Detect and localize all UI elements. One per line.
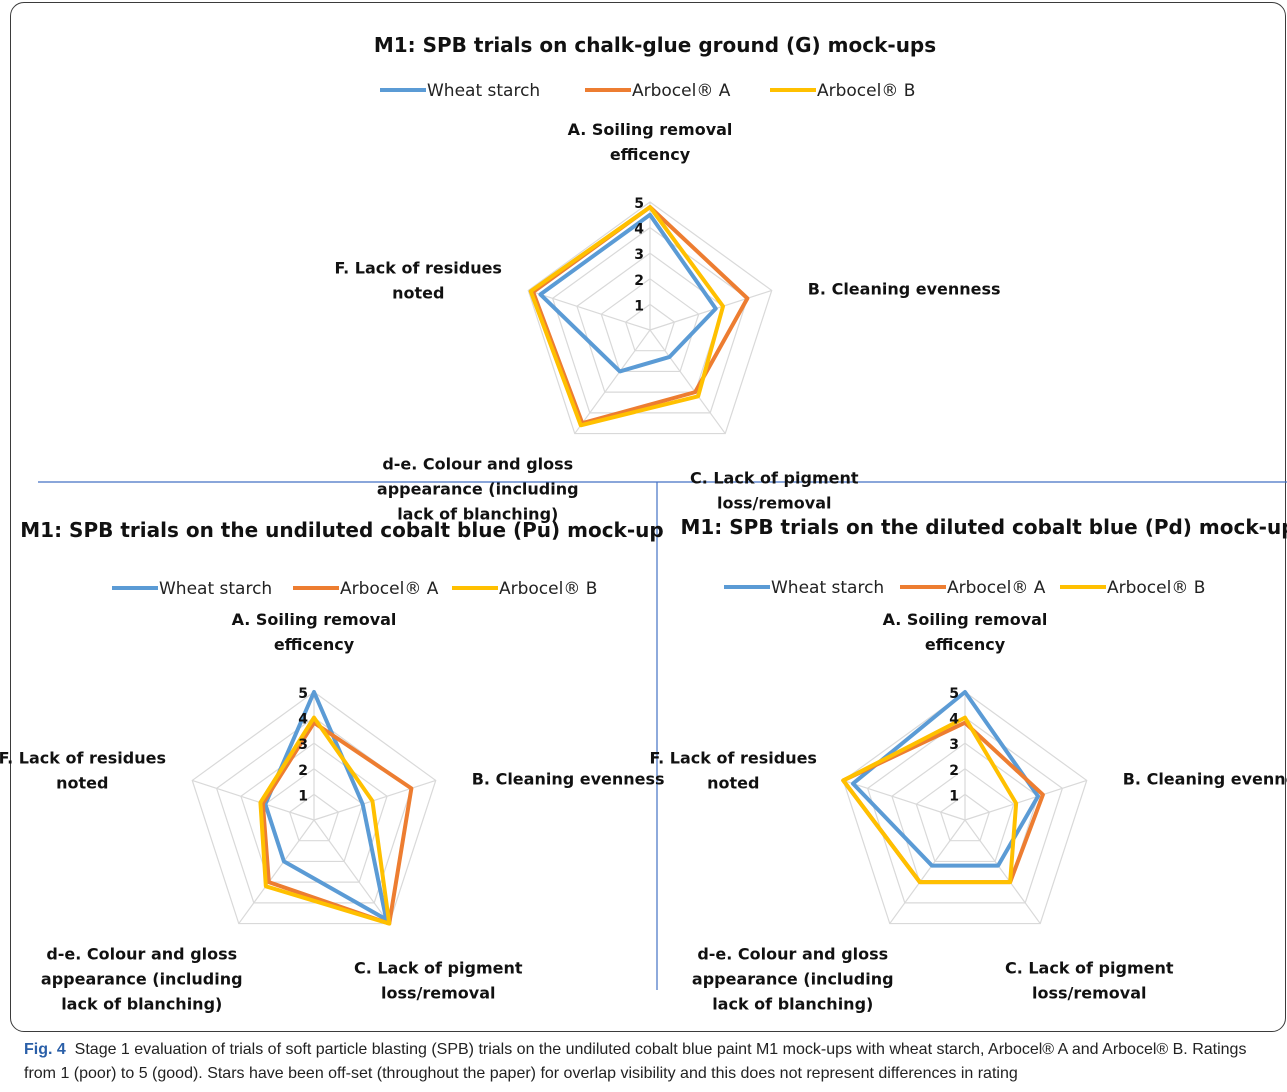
radar-charts: M1: SPB trials on chalk-glue ground (G) …: [0, 33, 1287, 1014]
tick-label: 4: [634, 222, 644, 238]
axis-label: C. Lack of pigment loss/removal: [354, 959, 523, 1003]
grid-ring: [866, 716, 1064, 904]
grid-ring: [551, 226, 749, 414]
axis-label: F. Lack of residues noted: [335, 258, 502, 302]
grid-ring: [600, 278, 700, 373]
legend-entry: Arbocel® A: [340, 579, 439, 599]
grid-ring: [191, 691, 437, 925]
axis-label: A. Soiling removal efficency: [883, 610, 1048, 654]
axis-label: B. Cleaning evenness: [808, 279, 1001, 298]
grid-ring: [288, 793, 340, 842]
grid-spoke: [649, 289, 772, 331]
grid-ring: [939, 793, 991, 842]
legend-entry: Arbocel® B: [499, 579, 597, 599]
axis-label: B. Cleaning evenness: [472, 769, 665, 788]
radar-chart-3: M1: SPB trials on the diluted cobalt blu…: [650, 515, 1287, 1014]
axis-label: d-e. Colour and gloss appearance (includi…: [377, 455, 579, 524]
grid-ring: [915, 768, 1015, 863]
series-line: [841, 715, 1019, 885]
tick-label: 5: [949, 686, 959, 702]
grid-spoke: [843, 779, 966, 821]
grid-spoke: [889, 819, 966, 924]
tick-label: 1: [949, 788, 959, 804]
grid-spoke: [192, 779, 315, 821]
legend-entry: Wheat starch: [771, 578, 884, 598]
grid-spoke: [964, 819, 1041, 924]
tick-label: 2: [634, 273, 644, 289]
grid-ring: [624, 303, 676, 352]
series-line: [538, 212, 718, 374]
radar-chart-1: M1: SPB trials on chalk-glue ground (G) …: [335, 33, 1001, 524]
grid-ring: [576, 252, 724, 393]
tick-label: 1: [634, 298, 644, 314]
grid-ring: [240, 742, 388, 883]
axis-label: C. Lack of pigment loss/removal: [690, 469, 859, 513]
grid-spoke: [574, 329, 651, 434]
axis-label: B. Cleaning evenness: [1123, 769, 1287, 788]
axis-label: F. Lack of residues noted: [0, 748, 166, 792]
tick-label: 4: [949, 712, 959, 728]
grid-spoke: [528, 289, 651, 331]
legend-entry: Arbocel® B: [1107, 578, 1205, 598]
series-line: [531, 205, 750, 426]
chart-title: M1: SPB trials on the undiluted cobalt b…: [20, 518, 663, 542]
tick-label: 3: [634, 247, 644, 263]
grid-spoke: [649, 329, 726, 434]
axis-label: A. Soiling removal efficency: [568, 120, 733, 164]
axis-label: C. Lack of pigment loss/removal: [1005, 959, 1174, 1003]
axis-label: d-e. Colour and gloss appearance (includi…: [41, 945, 243, 1014]
chart-title: M1: SPB trials on the diluted cobalt blu…: [680, 515, 1287, 539]
legend-entry: Arbocel® A: [632, 81, 731, 101]
grid-spoke: [964, 779, 1087, 821]
axis-label: F. Lack of residues noted: [650, 748, 817, 792]
tick-label: 1: [298, 788, 308, 804]
legend-entry: Wheat starch: [159, 579, 272, 599]
figure-frame: [10, 2, 1286, 1032]
axis-label: d-e. Colour and gloss appearance (includi…: [692, 945, 894, 1014]
tick-label: 2: [298, 763, 308, 779]
grid-ring: [527, 201, 773, 435]
grid-ring: [264, 768, 364, 863]
legend-entry: Arbocel® A: [947, 578, 1046, 598]
legend-entry: Arbocel® B: [817, 81, 915, 101]
tick-label: 3: [298, 737, 308, 753]
tick-label: 2: [949, 763, 959, 779]
caption-text: Stage 1 evaluation of trials of soft par…: [24, 1041, 1247, 1082]
grid-spoke: [313, 779, 436, 821]
series-line: [528, 205, 726, 428]
grid-spoke: [313, 819, 390, 924]
tick-label: 3: [949, 737, 959, 753]
caption-label: Fig. 4: [24, 1041, 66, 1058]
grid-ring: [842, 691, 1088, 925]
tick-label: 5: [298, 686, 308, 702]
figure-caption: Fig. 4 Stage 1 evaluation of trials of s…: [24, 1038, 1269, 1086]
tick-label: 5: [634, 196, 644, 212]
legend-entry: Wheat starch: [427, 81, 540, 101]
series-line: [258, 715, 392, 926]
axis-label: A. Soiling removal efficency: [232, 610, 397, 654]
radar-chart-2: M1: SPB trials on the undiluted cobalt b…: [0, 518, 665, 1014]
tick-label: 4: [298, 712, 308, 728]
chart-title: M1: SPB trials on chalk-glue ground (G) …: [374, 33, 936, 57]
series-line: [260, 720, 414, 926]
grid-spoke: [238, 819, 315, 924]
